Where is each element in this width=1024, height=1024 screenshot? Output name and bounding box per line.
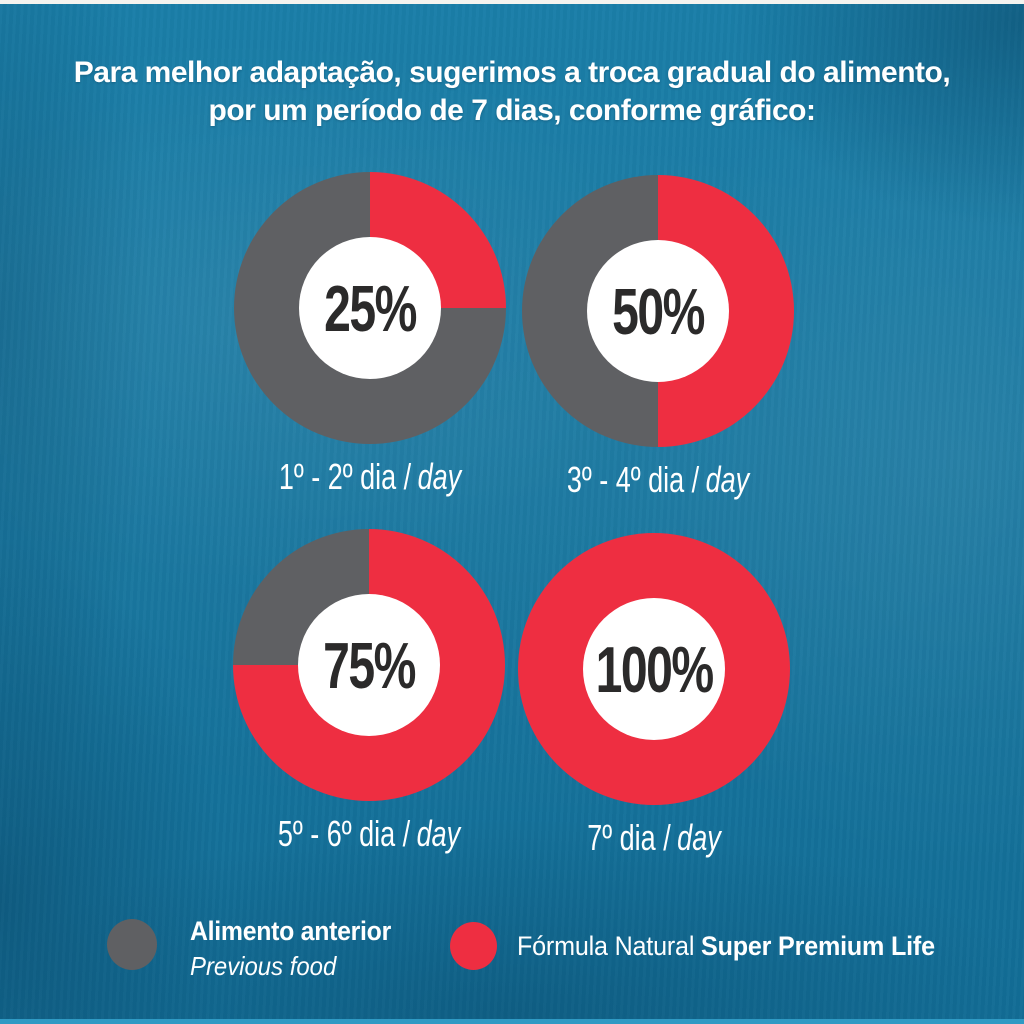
day-label-pt: 1º - 2º dia / <box>278 456 412 497</box>
day-label-pt: 5º - 6º dia / <box>277 813 411 854</box>
legend-new-text: Fórmula Natural Super Premium Life <box>517 931 935 962</box>
percent-label: 75% <box>323 628 416 702</box>
top-border <box>0 0 1024 4</box>
page-title: Para melhor adaptação, sugerimos a troca… <box>0 54 1024 130</box>
donut-center: 50% <box>587 240 729 382</box>
day-label: 1º - 2º dia / day <box>279 456 461 498</box>
day-label-en: day <box>417 456 462 497</box>
bottom-border <box>0 1019 1024 1024</box>
day-label-en: day <box>416 813 461 854</box>
donut-chart-50: 50% <box>522 175 794 447</box>
chart-day-3-4: 50% 3º - 4º dia / day <box>522 175 794 500</box>
legend-previous-dot <box>107 919 157 970</box>
legend-previous-text: Alimento anterior Previous food <box>190 916 408 982</box>
day-label: 5º - 6º dia / day <box>278 813 460 855</box>
day-label-en: day <box>677 817 721 858</box>
legend-new-brand: Fórmula Natural <box>517 931 695 961</box>
donut-center: 75% <box>298 594 440 736</box>
title-line-2: por um período de 7 dias, conforme gráfi… <box>208 94 816 127</box>
donut-chart-100: 100% <box>518 533 790 805</box>
day-label: 3º - 4º dia / day <box>567 459 749 501</box>
chart-day-1-2: 25% 1º - 2º dia / day <box>234 172 506 497</box>
donut-chart-25: 25% <box>234 172 506 444</box>
legend-previous-translation: Previous food <box>190 951 337 981</box>
legend-new-product: Super Premium Life <box>701 931 935 961</box>
day-label-pt: 3º - 4º dia / <box>566 459 700 500</box>
percent-label: 25% <box>324 271 417 345</box>
day-label-pt: 7º dia / <box>587 817 671 858</box>
legend-new-dot <box>450 922 497 970</box>
chart-day-7: 100% 7º dia / day <box>518 533 790 858</box>
percent-label: 50% <box>612 274 705 348</box>
day-label-en: day <box>705 459 750 500</box>
legend: Alimento anterior Previous food Fórmula … <box>0 900 1024 1000</box>
chart-day-5-6: 75% 5º - 6º dia / day <box>233 529 505 854</box>
percent-label: 100% <box>595 632 714 706</box>
legend-previous-label: Alimento anterior <box>190 916 391 946</box>
donut-chart-75: 75% <box>233 529 505 801</box>
title-line-1: Para melhor adaptação, sugerimos a troca… <box>73 56 951 89</box>
donut-center: 100% <box>583 598 725 740</box>
donut-center: 25% <box>299 237 441 379</box>
day-label: 7º dia / day <box>587 817 720 859</box>
